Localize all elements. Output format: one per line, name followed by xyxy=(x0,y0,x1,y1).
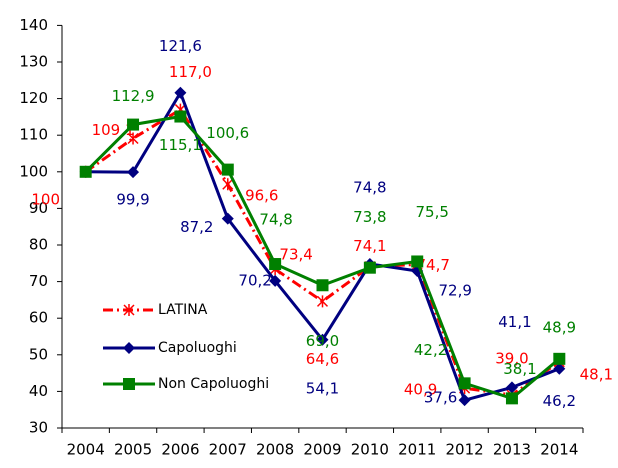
data-label: 41,1 xyxy=(498,313,531,331)
marker xyxy=(79,165,92,178)
marker xyxy=(316,295,329,308)
data-label: 74,7 xyxy=(417,256,450,274)
x-tick-label: 2012 xyxy=(445,441,483,459)
data-label: 37,6 xyxy=(424,389,457,407)
marker xyxy=(553,362,566,375)
marker xyxy=(221,163,234,176)
marker xyxy=(269,258,282,271)
data-label: 54,1 xyxy=(306,379,339,397)
marker xyxy=(123,342,135,354)
data-label: 99,9 xyxy=(116,191,149,209)
marker xyxy=(316,333,329,346)
y-tick-label: 120 xyxy=(19,89,48,107)
marker xyxy=(505,392,518,405)
legend-item: Non Capoluoghi xyxy=(103,376,269,392)
marker xyxy=(505,381,518,394)
legend-item: Capoluoghi xyxy=(103,340,237,356)
data-label: 121,6 xyxy=(159,37,202,55)
x-tick-label: 2009 xyxy=(303,441,341,459)
data-label: 70,2 xyxy=(238,271,271,289)
data-label: 38,1 xyxy=(503,360,536,378)
marker xyxy=(127,166,140,179)
y-tick-label: 80 xyxy=(29,236,48,254)
data-label: 72,9 xyxy=(439,281,472,299)
y-tick-label: 40 xyxy=(29,382,48,400)
data-label: 74,8 xyxy=(353,179,386,197)
marker xyxy=(363,261,376,274)
data-label: 48,1 xyxy=(580,365,613,383)
legend-label: Non Capoluoghi xyxy=(158,376,269,392)
y-tick-label: 50 xyxy=(29,345,48,363)
x-tick-label: 2004 xyxy=(67,441,105,459)
y-tick-label: 140 xyxy=(19,16,48,34)
x-tick-label: 2006 xyxy=(161,441,199,459)
y-tick-label: 110 xyxy=(19,126,48,144)
x-tick-label: 2010 xyxy=(351,441,389,459)
x-tick-label: 2014 xyxy=(540,441,578,459)
data-label: 73,8 xyxy=(353,208,386,226)
x-tick-label: 2007 xyxy=(209,441,247,459)
marker xyxy=(269,274,282,287)
marker xyxy=(316,279,329,292)
marker xyxy=(174,110,187,123)
data-label: 64,6 xyxy=(306,350,339,368)
data-label: 112,9 xyxy=(112,87,155,105)
data-label: 39,0 xyxy=(495,350,528,368)
data-label: 42,2 xyxy=(414,341,447,359)
data-label: 48,9 xyxy=(543,318,576,336)
x-tick-label: 2005 xyxy=(114,441,152,459)
data-label: 75,5 xyxy=(416,203,449,221)
x-tick-label: 2011 xyxy=(398,441,436,459)
y-tick-label: 90 xyxy=(29,199,48,217)
data-label: 73,4 xyxy=(279,246,312,264)
data-label: 69,0 xyxy=(306,332,339,350)
marker xyxy=(123,378,135,390)
y-tick-label: 60 xyxy=(29,309,48,327)
data-label: 74,8 xyxy=(259,211,292,229)
legend-label: Capoluoghi xyxy=(158,340,237,356)
marker xyxy=(127,118,140,131)
data-label: 115,1 xyxy=(159,136,202,154)
y-tick-label: 130 xyxy=(19,53,48,71)
marker xyxy=(458,377,471,390)
y-tick-label: 70 xyxy=(29,272,48,290)
data-label: 74,1 xyxy=(353,237,386,255)
data-label: 117,0 xyxy=(169,63,212,81)
marker xyxy=(174,86,187,99)
marker xyxy=(411,255,424,268)
x-tick-label: 2013 xyxy=(493,441,531,459)
marker xyxy=(127,132,139,145)
data-label: 40,9 xyxy=(404,381,437,399)
legend-item: LATINA xyxy=(103,302,208,318)
marker xyxy=(553,352,566,365)
legend-label: LATINA xyxy=(158,302,208,318)
marker xyxy=(458,394,471,407)
marker xyxy=(123,304,135,316)
y-tick-label: 100 xyxy=(19,162,48,180)
y-tick-label: 30 xyxy=(29,419,48,437)
data-label: 100,6 xyxy=(206,124,249,142)
data-label: 96,6 xyxy=(245,187,278,205)
data-label: 87,2 xyxy=(180,218,213,236)
marker xyxy=(222,178,234,191)
data-label: 46,2 xyxy=(543,392,576,410)
marker xyxy=(221,212,234,225)
x-tick-label: 2008 xyxy=(256,441,294,459)
data-label: 100 xyxy=(31,190,60,208)
